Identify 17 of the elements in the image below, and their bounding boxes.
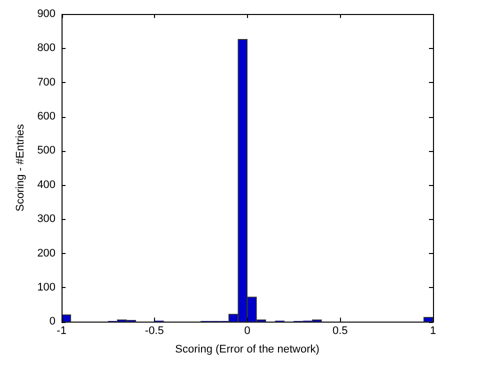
y-tick-label: 300 (37, 213, 56, 226)
x-tick-label: -1 (56, 325, 66, 338)
x-tick-label: 1 (430, 325, 436, 338)
x-axis-title: Scoring (Error of the network) (175, 343, 320, 356)
y-tick-label: 500 (37, 144, 56, 157)
y-tick-label: 900 (37, 8, 56, 20)
y-tick-label: 800 (37, 42, 56, 54)
y-axis-title: Scoring - #Entries (14, 124, 27, 212)
y-tick-label: 700 (37, 76, 56, 88)
y-tick-label: 100 (37, 281, 56, 294)
y-tick-label: 0 (49, 316, 56, 328)
x-tick-label: 0.5 (332, 325, 348, 338)
y-tick-label: 600 (37, 110, 56, 123)
y-tick-label: 400 (37, 178, 56, 191)
y-tick-label: 200 (37, 247, 56, 260)
x-tick-label: 0 (244, 325, 250, 338)
x-tick-label: -0.5 (144, 325, 164, 338)
